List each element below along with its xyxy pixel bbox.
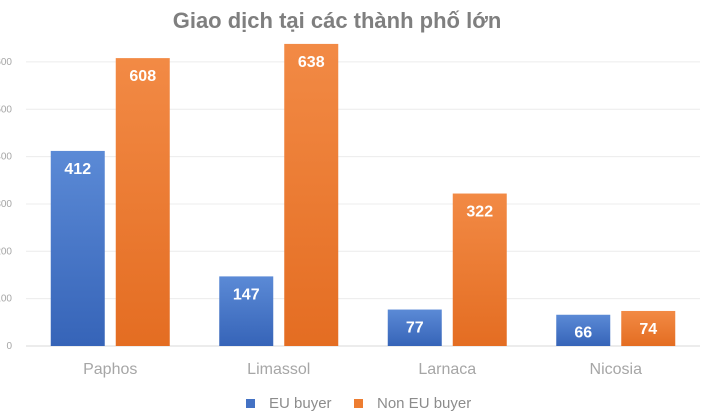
legend-entry-label: EU buyer [269,395,332,412]
x-category-label: Paphos [83,361,137,378]
y-tick-label: 600 [0,57,12,68]
x-category-label: Nicosia [590,361,643,378]
y-tick-label: 200 [0,246,12,257]
x-category-label: Larnaca [418,361,476,378]
bar-larnaca-eu-buyer[interactable] [387,309,442,346]
legend-swatch [354,399,363,408]
data-label: 638 [298,54,325,71]
chart-title: Giao dịch tại các thành phố lớn [173,8,502,33]
legend-swatch [246,399,255,408]
data-label: 77 [406,320,424,337]
y-tick-label: 0 [6,341,12,352]
y-tick-label: 500 [0,104,12,115]
data-label: 66 [574,325,592,342]
bar-nicosia-non-eu-buyer[interactable] [621,310,676,346]
data-label: 608 [129,68,156,85]
y-tick-label: 100 [0,294,12,305]
bar-larnaca-non-eu-buyer[interactable] [452,193,507,346]
data-label: 322 [466,204,493,221]
bar-paphos-eu-buyer[interactable] [50,150,105,346]
x-category-label: Limassol [247,361,310,378]
bar-limassol-non-eu-buyer[interactable] [284,43,339,346]
data-label: 147 [233,286,260,303]
bar-nicosia-eu-buyer[interactable] [556,314,611,346]
y-tick-label: 400 [0,152,12,163]
data-label: 74 [639,321,657,338]
y-tick-label: 300 [0,199,12,210]
bar-limassol-eu-buyer[interactable] [219,276,274,346]
legend-entry-label: Non EU buyer [377,395,471,412]
bar-paphos-non-eu-buyer[interactable] [115,58,170,346]
data-label: 412 [64,161,91,178]
